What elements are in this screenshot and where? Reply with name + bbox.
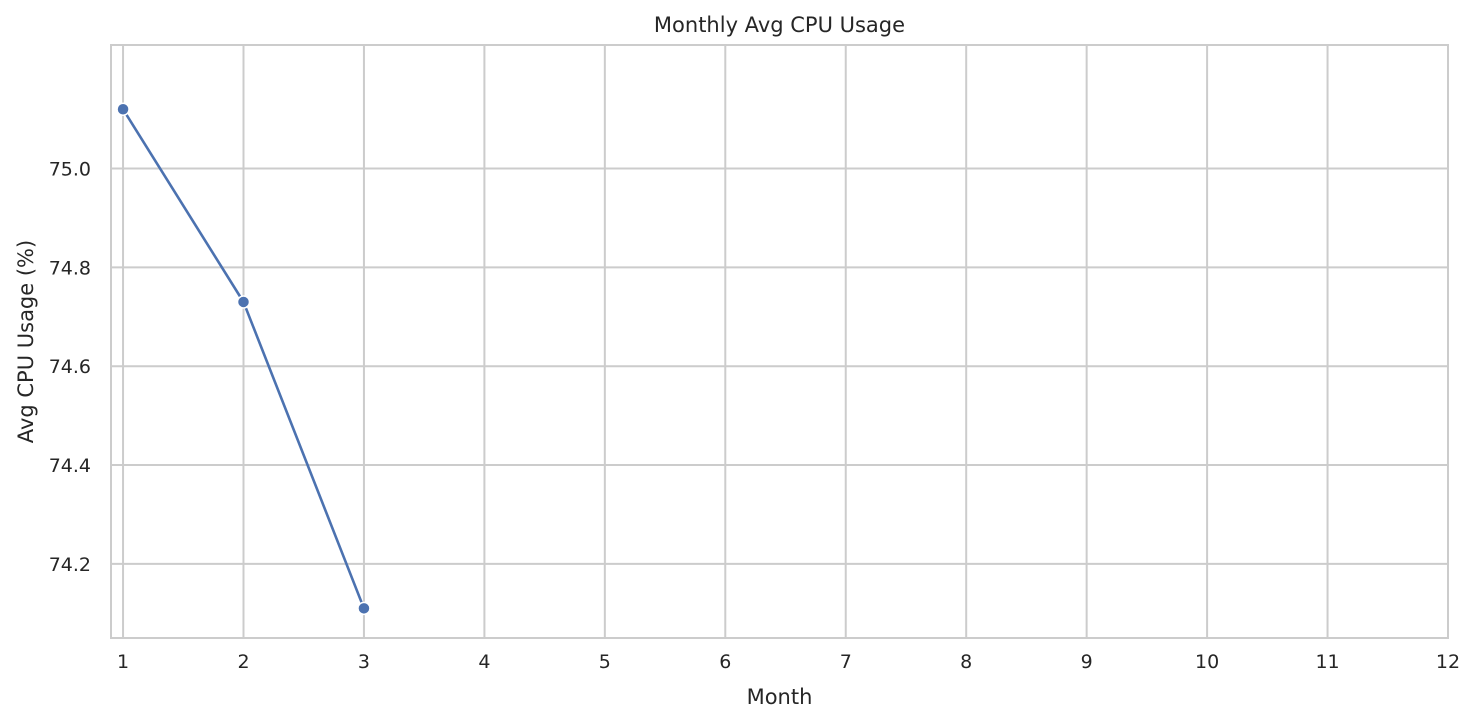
x-tick-label: 12: [1436, 651, 1460, 673]
x-tick-label: 8: [960, 651, 972, 673]
x-tick-label: 7: [840, 651, 852, 673]
x-tick-label: 3: [358, 651, 370, 673]
x-tick-label: 1: [117, 651, 129, 673]
grid: [111, 45, 1449, 638]
y-tick-label: 75.0: [49, 159, 91, 181]
x-tick-label: 11: [1315, 651, 1339, 673]
data-point: [116, 102, 130, 116]
y-tick-labels: 74.2 74.4 74.6 74.8 75.0: [49, 159, 91, 576]
x-tick-label: 2: [237, 651, 249, 673]
x-tick-labels: 1 2 3 4 5 6 7 8 9 10 11 12: [117, 651, 1460, 673]
x-axis-title: Month: [747, 685, 813, 709]
series-layer: [116, 102, 371, 616]
chart-title: Monthly Avg CPU Usage: [654, 13, 905, 37]
y-tick-label: 74.2: [49, 554, 91, 576]
y-tick-label: 74.6: [49, 356, 91, 378]
x-tick-label: 4: [478, 651, 490, 673]
y-axis-title: Avg CPU Usage (%): [14, 240, 38, 443]
x-tick-label: 5: [599, 651, 611, 673]
data-point: [357, 601, 371, 616]
x-tick-label: 9: [1081, 651, 1093, 673]
y-tick-label: 74.8: [49, 257, 91, 279]
data-point: [236, 295, 251, 309]
x-tick-label: 10: [1195, 651, 1219, 673]
x-tick-label: 6: [719, 651, 731, 673]
y-tick-label: 74.4: [49, 455, 91, 477]
plot-frame: [110, 44, 1449, 639]
